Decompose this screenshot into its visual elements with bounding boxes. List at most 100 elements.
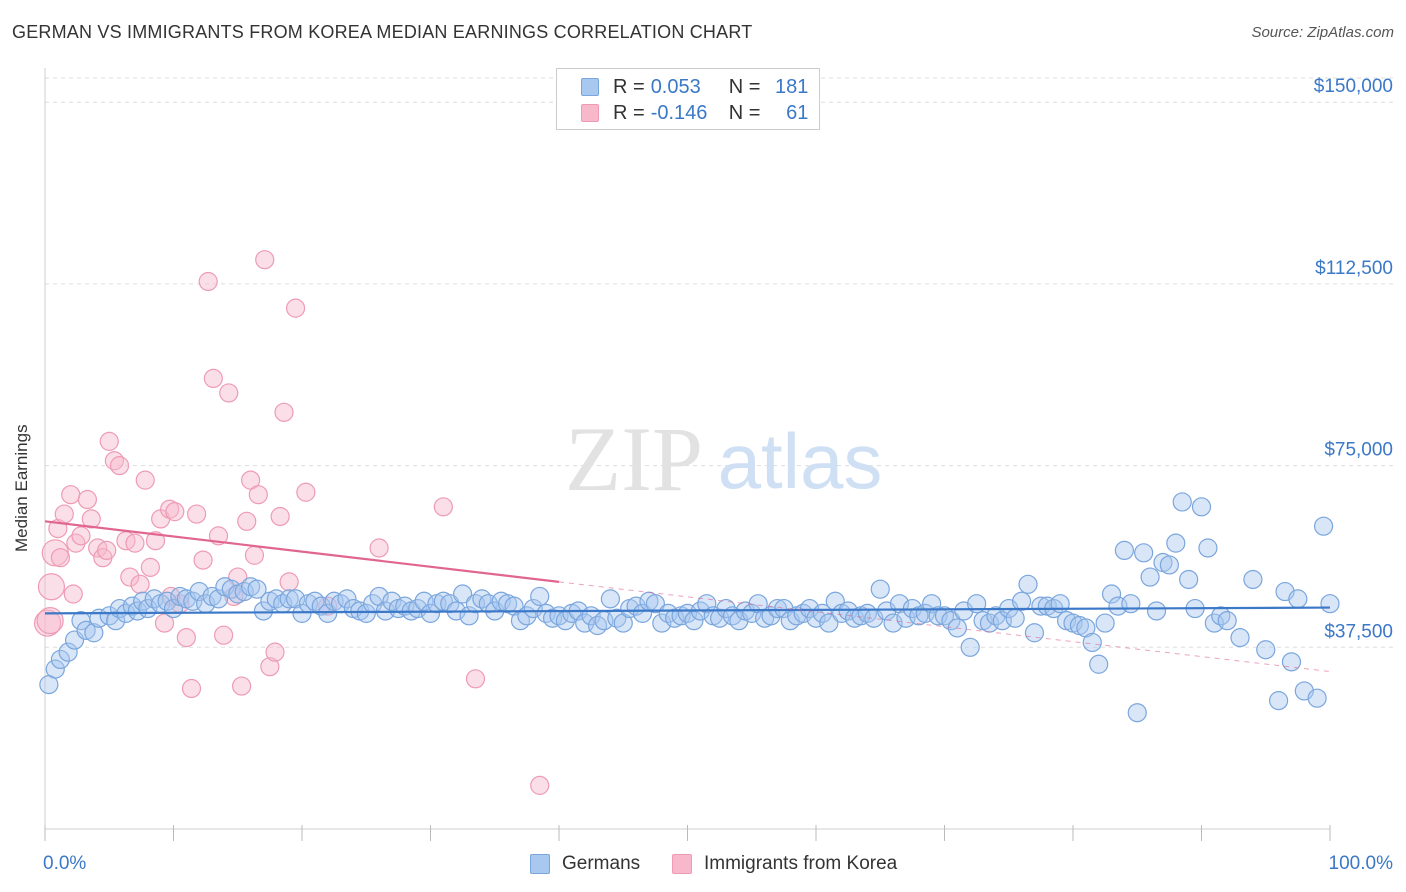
data-point-germans (208, 589, 229, 609)
data-point-korea (97, 540, 117, 561)
data-point-germans (1307, 688, 1327, 708)
data-point-germans (1114, 540, 1135, 561)
data-point-korea (279, 572, 299, 592)
data-point-germans (1140, 567, 1160, 587)
data-point-korea (125, 533, 145, 553)
data-point-germans (1320, 594, 1340, 614)
data-point-korea (187, 504, 207, 524)
data-point-korea (77, 489, 98, 510)
data-point-germans (76, 620, 96, 640)
data-point-germans (838, 601, 858, 621)
data-point-germans (157, 591, 177, 611)
data-point-germans (1146, 601, 1167, 621)
data-point-korea (61, 485, 81, 505)
data-point-germans (50, 649, 71, 670)
data-point-germans (253, 601, 274, 621)
data-point-germans (1217, 611, 1237, 631)
data-point-korea (214, 625, 234, 645)
watermark-zip: ZIP (565, 408, 703, 510)
data-point-korea (285, 298, 306, 318)
data-point-korea (219, 383, 239, 403)
data-point-germans (356, 603, 376, 623)
bottom-legend-germans: Germans (530, 852, 640, 876)
data-point-korea (81, 509, 101, 529)
data-point-germans (1191, 497, 1212, 517)
data-point-korea (145, 531, 166, 551)
legend-r-value: -0.146 (650, 101, 708, 124)
legend-n-label: N = (728, 75, 761, 98)
data-point-germans (600, 589, 621, 609)
data-point-germans (382, 591, 402, 611)
data-point-germans (1172, 492, 1192, 512)
data-point-germans (883, 613, 903, 633)
data-point-korea (193, 550, 213, 570)
data-point-germans (408, 598, 428, 619)
data-point-korea (71, 526, 91, 546)
data-point-germans (870, 579, 890, 599)
legend-row-korea: R = -0.146 N = 61 (581, 100, 808, 126)
data-point-korea (465, 669, 486, 689)
y-tick-label: $150,000 (1314, 76, 1393, 97)
data-point-germans (189, 581, 209, 602)
data-point-korea (237, 511, 257, 531)
legend-r-label: R = (613, 101, 645, 124)
watermark-atlas: atlas (718, 417, 883, 505)
axes (44, 68, 1331, 841)
tick-labels: $37,500 $75,000 $112,500 $150,000 0.0% 100.0% (43, 76, 1393, 874)
data-point-korea (265, 642, 285, 662)
legend-swatch-blue (581, 78, 599, 96)
data-point-germans (652, 613, 672, 633)
legend-r-value: 0.053 (650, 75, 701, 98)
data-point-germans (318, 603, 338, 623)
data-point-germans (84, 623, 104, 643)
bottom-legend-korea: Immigrants from Korea (672, 852, 897, 876)
bottom-legend-swatch-blue (530, 854, 550, 874)
data-point-germans (106, 611, 126, 631)
data-point-korea (530, 775, 550, 795)
data-point-korea (433, 497, 453, 517)
data-point-germans (58, 642, 78, 662)
data-point-germans (1198, 538, 1218, 558)
data-point-germans (420, 603, 441, 623)
legend-row-germans: R = 0.053 N = 181 (581, 74, 808, 100)
data-point-germans (292, 603, 312, 623)
trend-lines (44, 520, 1331, 673)
data-point-korea (154, 613, 175, 633)
series-immigrants-from-korea (33, 250, 550, 795)
y-tick-label: $112,500 (1315, 258, 1393, 279)
data-point-germans (1159, 555, 1179, 575)
data-point-germans (453, 584, 473, 604)
y-tick-label: $37,500 (1324, 621, 1393, 642)
data-point-germans (1230, 628, 1250, 648)
data-point-germans (1268, 691, 1289, 711)
data-point-germans (1082, 632, 1102, 653)
data-point-germans (799, 598, 820, 619)
data-point-germans (311, 596, 331, 616)
legend-r-label: R = (613, 75, 645, 98)
bottom-legend-label-korea: Immigrants from Korea (704, 853, 898, 874)
data-point-korea (130, 574, 150, 594)
data-point-korea (260, 657, 280, 677)
data-point-germans (716, 598, 736, 619)
data-point-germans (1288, 589, 1308, 609)
y-tick-label: $75,000 (1324, 440, 1393, 461)
data-point-germans (1095, 613, 1115, 633)
data-point-korea (181, 678, 202, 699)
data-point-korea (369, 538, 389, 558)
data-point-germans (928, 606, 948, 626)
data-point-germans (922, 594, 942, 614)
x-tick-label-right: 100.0% (1329, 853, 1394, 874)
data-point-korea (274, 402, 294, 422)
data-point-germans (1050, 594, 1070, 614)
data-point-germans (1121, 594, 1141, 614)
data-point-korea (120, 567, 140, 587)
data-point-korea (176, 628, 196, 648)
data-point-korea (203, 368, 223, 388)
legend-n-label: N = (728, 101, 761, 124)
data-point-germans (1134, 543, 1154, 563)
grid-lines (45, 77, 1395, 648)
data-point-germans (1256, 640, 1276, 660)
data-point-germans (941, 611, 961, 631)
data-point-germans (1011, 591, 1032, 611)
